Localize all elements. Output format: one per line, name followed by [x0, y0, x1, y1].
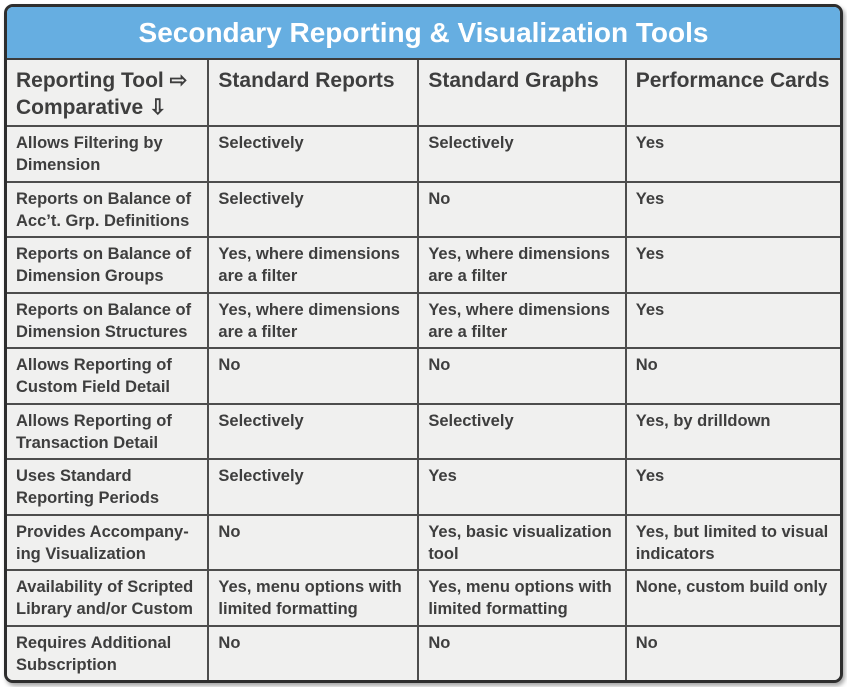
table-row: Reports on Balance of Dimension Structur… [7, 293, 840, 349]
column-header-performance-cards: Performance Cards [635, 69, 830, 92]
table-cell-standard-graphs: Yes [419, 460, 627, 514]
table-cell-standard-reports: Yes, menu options with limited formattin… [209, 571, 420, 625]
table-cell-standard-graphs: Yes, where dimensions are a filter [419, 238, 627, 292]
title-bar: Secondary Reporting & Visualization Tool… [7, 7, 840, 60]
column-header-standard-reports: Standard Reports [209, 60, 420, 125]
table-cell-performance-cards: Yes [635, 134, 665, 152]
table-cell-standard-graphs: Selectively [419, 404, 627, 458]
row-label: Uses Standard Reporting Periods [7, 460, 210, 514]
table-cell-standard-graphs: No [419, 182, 627, 236]
table-cell-standard-reports: No [209, 626, 420, 680]
row-label: Reports on Balance of Dimension Structur… [7, 293, 210, 347]
table-cell-performance-cards: Yes, but limited to visual indicators [635, 522, 829, 563]
table-row: Allows Reporting of Transaction Detail S… [7, 404, 840, 460]
comparison-table: Reporting Tool ⇨ Comparative ⇩ Standard … [7, 60, 840, 680]
table-cell-standard-reports: Selectively [209, 404, 420, 458]
table-cell-performance-cards: Yes, by drilldown [635, 411, 771, 430]
table-cell-performance-cards: None, custom build only [635, 578, 828, 596]
table-cell-performance-cards: No [635, 356, 658, 374]
table-cell-standard-reports: No [209, 515, 420, 569]
row-label: Availability of Scripted Library and/or … [7, 571, 210, 625]
row-label: Requires Additional Subscription [7, 626, 210, 680]
table-row: Reports on Balance of Dimension Groups Y… [7, 238, 840, 294]
table-row: Availability of Scripted Library and/or … [7, 571, 840, 627]
row-label: Allows Filtering by Dimension [7, 127, 210, 181]
table-cell-standard-reports: Selectively [209, 127, 420, 181]
table-cell-standard-graphs: Selectively [419, 127, 627, 181]
column-header-reporting-tool: Reporting Tool ⇨ Comparative ⇩ [7, 60, 210, 125]
table-cell-standard-graphs: Yes, where dimensions are a filter [419, 293, 627, 347]
table-cell-performance-cards: No [635, 633, 658, 652]
table-row: Provides Accompany-ing Visualization No … [7, 515, 840, 571]
row-label: Reports on Balance of Dimension Groups [7, 238, 210, 292]
table-cell-standard-graphs: Yes, menu options with limited formattin… [419, 571, 627, 625]
row-label: Reports on Balance of Acc’t. Grp. Defini… [7, 182, 210, 236]
row-label: Allows Reporting of Custom Field Detail [7, 349, 210, 403]
table-cell-performance-cards: Yes [635, 467, 665, 485]
column-header-standard-graphs: Standard Graphs [419, 60, 627, 125]
table-row: Reports on Balance of Acc’t. Grp. Defini… [7, 182, 840, 238]
page-title: Secondary Reporting & Visualization Tool… [138, 16, 709, 48]
table-cell-standard-reports: No [209, 349, 420, 403]
table-row: Allows Reporting of Custom Field Detail … [7, 349, 840, 405]
table-cell-standard-graphs: Yes, basic visualization tool [419, 515, 627, 569]
row-label: Allows Reporting of Transaction Detail [7, 404, 210, 458]
table-row: Allows Filtering by Dimension Selectivel… [7, 127, 840, 183]
table-cell-standard-reports: Yes, where dimensions are a filter [209, 293, 420, 347]
table-row: Requires Additional Subscription No No N… [7, 626, 840, 680]
table-frame: Secondary Reporting & Visualization Tool… [4, 4, 843, 683]
table-cell-standard-reports: Selectively [209, 460, 420, 514]
table-cell-performance-cards: Yes [635, 189, 665, 208]
table-row: Uses Standard Reporting Periods Selectiv… [7, 460, 840, 516]
table-cell-performance-cards: Yes [635, 300, 665, 319]
table-cell-standard-reports: Selectively [209, 182, 420, 236]
table-cell-standard-reports: Yes, where dimensions are a filter [209, 238, 420, 292]
table-cell-performance-cards: Yes [635, 245, 665, 263]
table-cell-standard-graphs: No [419, 349, 627, 403]
table-header-row: Reporting Tool ⇨ Comparative ⇩ Standard … [7, 60, 840, 127]
row-label: Provides Accompany-ing Visualization [7, 515, 210, 569]
table-cell-standard-graphs: No [419, 626, 627, 680]
